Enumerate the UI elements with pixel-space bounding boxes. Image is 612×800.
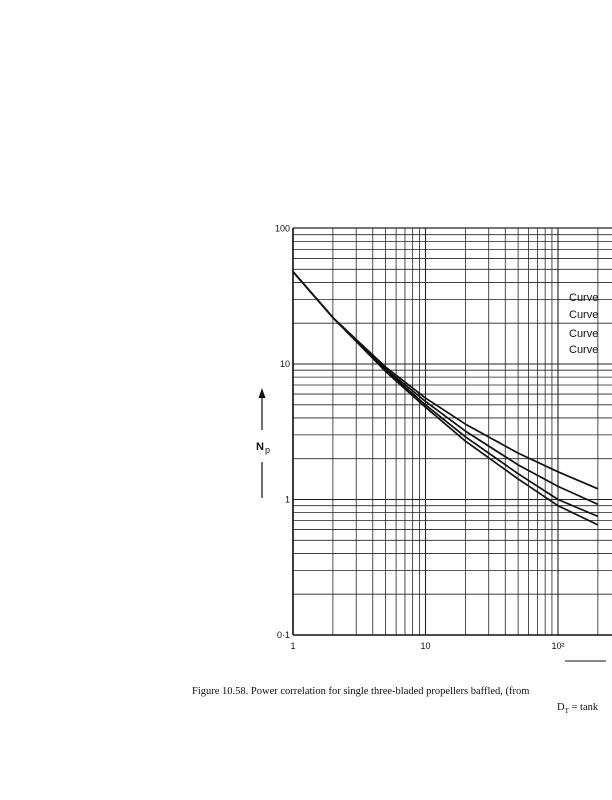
y-tick-label: 10 bbox=[280, 359, 290, 369]
caption-dt-sub: T bbox=[564, 707, 569, 716]
legend-entry-2: Curve bbox=[569, 309, 598, 321]
caption-dt: D bbox=[557, 702, 565, 713]
legend-entry-3: Curve bbox=[569, 328, 598, 340]
y-axis-label-sub: p bbox=[265, 445, 270, 455]
caption-dt-suffix: = tank bbox=[568, 702, 599, 713]
legend: Curve Curve Curve Curve bbox=[569, 292, 598, 356]
figure-caption: Figure 10.58. Power correlation for sing… bbox=[192, 686, 530, 697]
figure-caption-line2: DT = tank bbox=[557, 702, 598, 715]
curves bbox=[292, 271, 599, 526]
legend-entry-4: Curve bbox=[569, 344, 598, 356]
y-axis-label-group: N p bbox=[256, 388, 270, 498]
y-tick-label: 1 bbox=[285, 495, 290, 505]
plot-frame bbox=[292, 228, 612, 636]
x-tick-label: 1 bbox=[290, 641, 295, 651]
y-arrow-head bbox=[258, 388, 266, 398]
x-tick-label: 10 bbox=[420, 641, 430, 651]
series-line-4 bbox=[292, 271, 599, 526]
legend-entry-1: Curve bbox=[569, 292, 598, 304]
y-tick-label: 100 bbox=[275, 224, 290, 234]
grid bbox=[292, 227, 612, 636]
y-tick-label: 0·1 bbox=[277, 630, 290, 640]
y-axis-label: N bbox=[256, 441, 264, 453]
x-tick-label: 10² bbox=[551, 641, 564, 651]
